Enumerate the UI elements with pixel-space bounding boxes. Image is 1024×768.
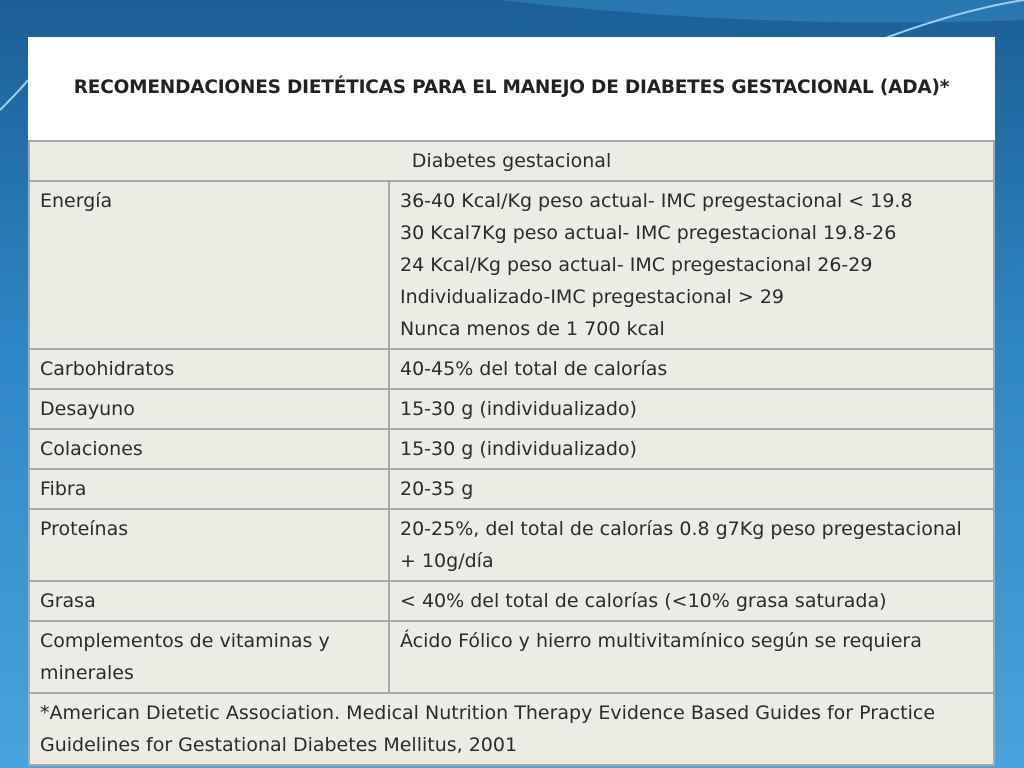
value-line: Individualizado-IMC pregestacional > 29: [400, 286, 784, 308]
row-label: Grasa: [28, 580, 390, 622]
table-title: RECOMENDACIONES DIETÉTICAS PARA EL MANEJ…: [73, 77, 950, 98]
value-line: 36-40 Kcal/Kg peso actual- IMC pregestac…: [400, 190, 913, 212]
value-line: 20-25%, del total de calorías 0.8 g7Kg p…: [400, 518, 962, 540]
row-value: 36-40 Kcal/Kg peso actual- IMC pregestac…: [388, 180, 995, 350]
row-label: Complementos de vitaminas y minerales: [28, 620, 390, 694]
row-value: 20-35 g: [388, 468, 995, 510]
table-row: Fibra 20-35 g: [28, 468, 995, 510]
row-label: Desayuno: [28, 388, 390, 430]
table-row: Energía 36-40 Kcal/Kg peso actual- IMC pr…: [28, 180, 995, 350]
row-label: Carbohidratos: [28, 348, 390, 390]
footnote-row: *American Dietetic Association. Medical …: [28, 692, 995, 766]
value-line: Ácido Fólico y hierro multivitamínico se…: [400, 630, 922, 652]
table-row: Complementos de vitaminas y minerales Áci…: [28, 620, 995, 694]
row-label: Proteínas: [28, 508, 390, 582]
table-row: Colaciones 15-30 g (individualizado): [28, 428, 995, 470]
row-label: Fibra: [28, 468, 390, 510]
table-row: Carbohidratos 40-45% del total de caloría…: [28, 348, 995, 390]
row-value: 15-30 g (individualizado): [388, 388, 995, 430]
value-line: 15-30 g (individualizado): [400, 398, 637, 420]
row-value: 20-25%, del total de calorías 0.8 g7Kg p…: [388, 508, 995, 582]
value-line: Nunca menos de 1 700 kcal: [400, 318, 665, 340]
table-row: Grasa < 40% del total de calorías (<10% g…: [28, 580, 995, 622]
row-value: 15-30 g (individualizado): [388, 428, 995, 470]
value-line: 30 Kcal7Kg peso actual- IMC pregestacion…: [400, 222, 897, 244]
row-value: 40-45% del total de calorías: [388, 348, 995, 390]
value-line: 40-45% del total de calorías: [400, 358, 668, 380]
value-line: 20-35 g: [400, 478, 474, 500]
diet-table: Diabetes gestacional Energía 36-40 Kcal/K…: [28, 140, 995, 766]
row-label: Colaciones: [28, 428, 390, 470]
row-value: < 40% del total de calorías (<10% grasa …: [388, 580, 995, 622]
value-line: < 40% del total de calorías (<10% grasa …: [400, 590, 887, 612]
row-label: Energía: [28, 180, 390, 350]
value-line: + 10g/día: [400, 550, 494, 572]
value-line: 24 Kcal/Kg peso actual- IMC pregestacion…: [400, 254, 873, 276]
table-header: Diabetes gestacional: [28, 140, 995, 182]
background-swoosh: [0, 0, 1024, 111]
row-value: Ácido Fólico y hierro multivitamínico se…: [388, 620, 995, 694]
value-line: 15-30 g (individualizado): [400, 438, 637, 460]
footnote: *American Dietetic Association. Medical …: [28, 692, 995, 766]
table-row: Proteínas 20-25%, del total de calorías 0…: [28, 508, 995, 582]
slide-panel: RECOMENDACIONES DIETÉTICAS PARA EL MANEJ…: [28, 37, 995, 766]
table-row: Desayuno 15-30 g (individualizado): [28, 388, 995, 430]
